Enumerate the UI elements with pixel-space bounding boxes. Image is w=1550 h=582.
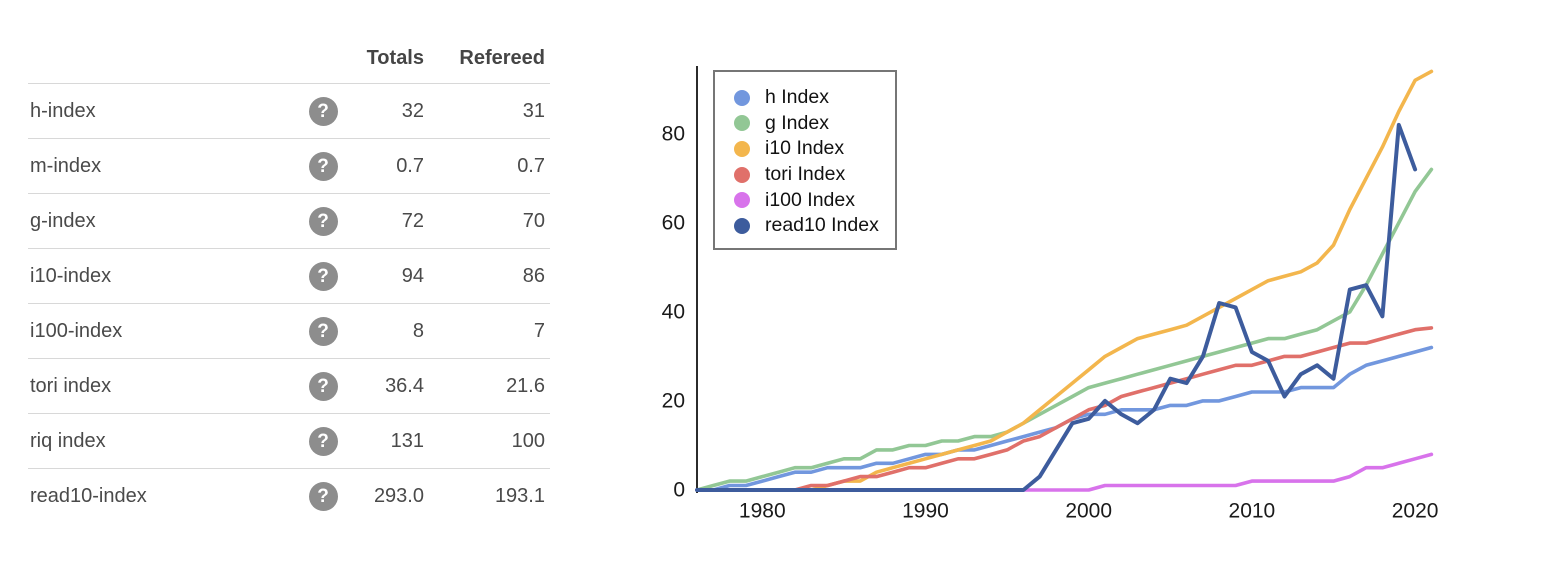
legend-label: g Index [765, 111, 829, 134]
index-label: i10-index [30, 264, 112, 287]
totals-value: 293.0 [373, 484, 424, 507]
series-line-i10-index [695, 69, 1434, 492]
help-question-icon[interactable]: ? [308, 426, 338, 456]
indices-line-chart: 0 20 40 60 80 1980 1990 2000 2010 2020 [662, 66, 1439, 523]
refereed-value: 100 [511, 429, 545, 452]
series-line-g-index [695, 167, 1434, 492]
legend-dot-icon [734, 192, 750, 209]
legend-item-read10-index[interactable]: read10 Index [734, 213, 895, 239]
index-label: riq index [30, 429, 106, 452]
legend-label: read10 Index [765, 214, 879, 237]
index-label: read10-index [30, 484, 147, 507]
table-row: g-index ? 72 70 [28, 193, 550, 248]
legend-item-tori-index[interactable]: tori Index [734, 162, 895, 188]
help-question-icon[interactable]: ? [308, 316, 338, 346]
legend-label: tori Index [765, 163, 846, 186]
legend-label: i100 Index [765, 188, 855, 211]
totals-value: 8 [412, 319, 424, 342]
help-icon-cell: ? [298, 371, 348, 401]
totals-value: 72 [401, 209, 424, 232]
column-header-totals: Totals [366, 47, 424, 69]
legend-item-i100-index[interactable]: i100 Index [734, 187, 895, 213]
x-tick-label: 1980 [739, 500, 786, 523]
legend-dot-icon [734, 115, 750, 132]
help-question-icon[interactable]: ? [308, 371, 338, 401]
index-label: g-index [30, 209, 96, 232]
legend-dot-icon [734, 140, 750, 157]
totals-value: 36.4 [385, 374, 424, 397]
x-tick-label: 2020 [1392, 500, 1439, 523]
table-body: h-index ? 32 31 m-index ? 0.7 0.7 g-inde… [28, 83, 550, 523]
legend-item-g-index[interactable]: g Index [734, 111, 895, 137]
table-row: i10-index ? 94 86 [28, 248, 550, 303]
refereed-value: 31 [522, 99, 545, 122]
help-icon-cell: ? [298, 481, 348, 511]
help-question-icon[interactable]: ? [308, 481, 338, 511]
legend-label: i10 Index [765, 137, 845, 160]
x-tick-label: 1990 [902, 500, 949, 523]
chart-legend: h Index g Index i10 Index tori Index i100 In… [713, 70, 897, 250]
y-tick-label: 0 [673, 479, 685, 502]
y-tick-label: 20 [662, 389, 685, 412]
help-icon-cell: ? [298, 206, 348, 236]
refereed-value: 21.6 [506, 374, 545, 397]
legend-dot-icon [734, 89, 750, 106]
refereed-value: 7 [533, 319, 545, 342]
refereed-value: 70 [522, 209, 545, 232]
help-icon-cell: ? [298, 151, 348, 181]
y-tick-label: 60 [662, 211, 685, 234]
totals-value: 94 [401, 264, 424, 287]
help-question-icon[interactable]: ? [308, 261, 338, 291]
table-row: tori index ? 36.4 21.6 [28, 358, 550, 413]
table-row: m-index ? 0.7 0.7 [28, 138, 550, 193]
legend-item-h-index[interactable]: h Index [734, 85, 895, 111]
totals-value: 131 [390, 429, 424, 452]
table-row: read10-index ? 293.0 193.1 [28, 468, 550, 523]
index-label: m-index [30, 154, 102, 177]
totals-value: 32 [401, 99, 424, 122]
indices-table: Totals Refereed h-index ? 32 31 m-index … [28, 30, 550, 523]
x-tick-label: 2000 [1065, 500, 1112, 523]
column-header-refereed: Refereed [459, 47, 545, 69]
refereed-value: 193.1 [494, 484, 545, 507]
help-question-icon[interactable]: ? [308, 151, 338, 181]
table-row: h-index ? 32 31 [28, 83, 550, 138]
help-icon-cell: ? [298, 261, 348, 291]
legend-label: h Index [765, 86, 829, 109]
index-label: h-index [30, 99, 96, 122]
series-line-read10-index [695, 122, 1418, 492]
help-icon-cell: ? [298, 426, 348, 456]
help-question-icon[interactable]: ? [308, 96, 338, 126]
index-label: tori index [30, 374, 112, 397]
table-header-row: Totals Refereed [28, 30, 550, 83]
y-tick-label: 40 [662, 300, 685, 323]
help-question-icon[interactable]: ? [308, 206, 338, 236]
legend-dot-icon [734, 217, 750, 234]
refereed-value: 0.7 [517, 154, 545, 177]
legend-item-i10-index[interactable]: i10 Index [734, 136, 895, 162]
x-tick-label: 2010 [1229, 500, 1276, 523]
series-line-tori-index [695, 326, 1434, 492]
table-row: i100-index ? 8 7 [28, 303, 550, 358]
help-icon-cell: ? [298, 316, 348, 346]
help-icon-cell: ? [298, 96, 348, 126]
y-tick-label: 80 [662, 122, 685, 145]
totals-value: 0.7 [396, 154, 424, 177]
index-label: i100-index [30, 319, 123, 342]
refereed-value: 86 [522, 264, 545, 287]
table-row: riq index ? 131 100 [28, 413, 550, 468]
legend-dot-icon [734, 166, 750, 183]
